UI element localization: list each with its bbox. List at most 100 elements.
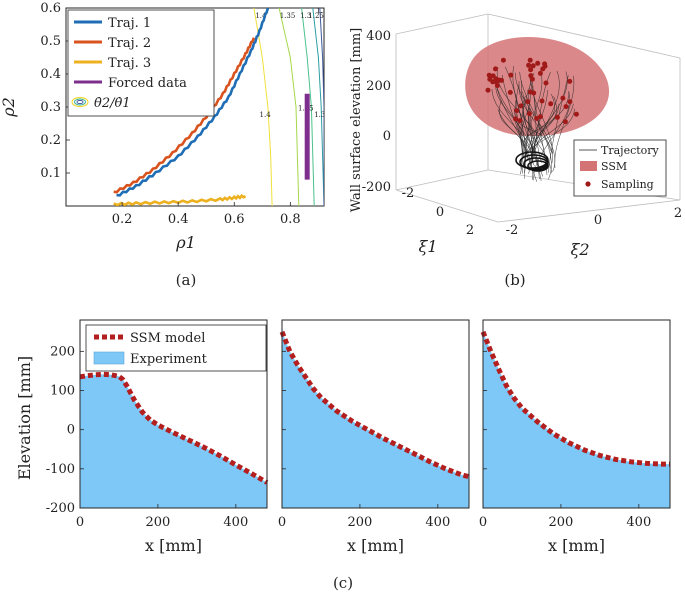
sampling-point xyxy=(500,57,506,63)
trajectory-line xyxy=(548,75,569,173)
panel-c-legend: SSM model Experiment xyxy=(85,324,267,372)
legend-label-ssm-model: SSM model xyxy=(130,331,205,346)
x-tick-label: 0 xyxy=(278,515,286,530)
contour-line xyxy=(312,8,324,206)
frequency-ratio-contours: 1.4 1.35 1.31.251.21.41.351.3 xyxy=(253,7,327,206)
sampling-point xyxy=(494,83,500,89)
trajectory-line xyxy=(531,96,557,156)
panel-b-xlabel: ξ1 xyxy=(419,237,438,256)
contour-line xyxy=(319,8,324,206)
panel-a-chart: 1.4 1.35 1.31.251.21.41.351.3 0.2 0.4 0.6 0.8… xyxy=(0,1,327,289)
panel-a-legend: Traj. 1 Traj. 2 Traj. 3 Forced data θ̇2/… xyxy=(67,9,215,117)
x-tick-label: 400 xyxy=(626,515,651,530)
sampling-point xyxy=(543,80,549,86)
legend-swatch-sampling xyxy=(585,181,591,187)
experiment-area xyxy=(282,331,469,508)
trajectory-lines xyxy=(491,66,575,182)
ssm-model-line xyxy=(79,371,269,485)
sampling-point xyxy=(548,101,554,107)
experiment-area xyxy=(483,331,670,508)
legend-label-traj-1: Traj. 1 xyxy=(108,16,151,31)
sampling-point xyxy=(525,99,531,105)
contour-line xyxy=(278,8,300,206)
sampling-point xyxy=(537,70,543,76)
x-tick-label: 0.6 xyxy=(224,212,245,227)
xi2-tick-label: -2 xyxy=(506,223,519,238)
series-line-traj-2 xyxy=(113,37,256,194)
z-tick-label: 400 xyxy=(366,29,391,44)
sampling-point xyxy=(563,104,569,110)
x-tick-label: 0.8 xyxy=(280,212,301,227)
panel-a-ylabel: ρ2 xyxy=(0,97,18,118)
trajectory-line xyxy=(495,80,526,155)
trajectory-line xyxy=(501,75,538,182)
sampling-point xyxy=(517,118,523,124)
sampling-point xyxy=(538,114,543,120)
sampling-point xyxy=(539,98,545,104)
sampling-point xyxy=(528,73,534,79)
panel-c-frame xyxy=(281,319,470,509)
panel-c-chart: 0 200 400 -200 -100 0 100 200 x [mm] 0 200 400 x [mm… xyxy=(15,319,671,592)
panel-a-ticks: 0.2 0.4 0.6 0.8 0.1 0.2 0.3 0.4 0.5 0.6 xyxy=(40,1,300,227)
x-tick-label: 200 xyxy=(146,515,171,530)
sampling-point xyxy=(554,114,560,120)
panel-c-xlabel: x [mm] xyxy=(347,536,404,555)
trajectory-line xyxy=(521,89,548,174)
contour-line xyxy=(253,8,273,206)
panel-c-frame xyxy=(79,319,268,509)
ssm-model-line xyxy=(480,330,670,467)
sampling-point xyxy=(567,78,573,84)
y-tick-label: 0.2 xyxy=(40,133,61,148)
x-tick-label: 0 xyxy=(479,515,487,530)
sampling-point xyxy=(534,116,540,121)
sampling-point xyxy=(527,57,533,63)
trajectory-line xyxy=(532,70,560,164)
sampling-points xyxy=(485,57,579,125)
xi1-tick-label: 0 xyxy=(436,205,444,220)
x-tick-label: 200 xyxy=(549,515,574,530)
sampling-point xyxy=(527,89,533,95)
panel-b-ticks: 400 200 0 -200 -2 0 2 -2 0 2 xyxy=(362,29,682,238)
z-tick-label: -200 xyxy=(362,180,391,195)
sampling-point xyxy=(567,99,573,105)
sampling-point xyxy=(487,76,493,82)
x-tick-label: 0.2 xyxy=(112,212,133,227)
xi2-tick-label: 0 xyxy=(594,213,602,228)
sampling-point xyxy=(493,66,498,72)
panel-c-ylabel: Elevation [mm] xyxy=(15,356,34,480)
y-tick-label: 200 xyxy=(50,344,75,359)
legend-label-trajectory: Trajectory xyxy=(601,144,660,157)
contour-label: 1.25 xyxy=(308,12,324,20)
contour-label: 1.35 xyxy=(280,12,296,20)
elevation-panel-3: 0 200 400 x [mm] xyxy=(479,319,671,555)
trajectory-line xyxy=(528,102,534,174)
trajectory-line xyxy=(531,93,555,151)
sampling-point xyxy=(540,66,546,72)
legend-label-traj-3: Traj. 3 xyxy=(108,56,151,71)
y-tick-label: 0.6 xyxy=(40,1,61,16)
xi1-tick-label: -2 xyxy=(402,186,415,201)
ssm-surface xyxy=(465,36,610,137)
sampling-point xyxy=(542,61,548,67)
sampling-point xyxy=(508,72,514,78)
sampling-point xyxy=(485,87,491,93)
y-tick-label: 0.4 xyxy=(40,67,61,82)
contour-label: 1.4 xyxy=(260,111,272,119)
contour-label: 1.2 xyxy=(316,7,327,15)
trajectory-line xyxy=(521,103,560,156)
legend-label-traj-2: Traj. 2 xyxy=(108,36,151,51)
y-tick-label: -100 xyxy=(46,462,75,477)
sampling-point xyxy=(486,72,492,78)
sampling-point xyxy=(535,60,541,66)
panel-c-frame xyxy=(482,319,671,509)
trajectory-line xyxy=(518,81,553,154)
trajectory-line xyxy=(513,107,551,151)
sampling-point xyxy=(530,63,536,69)
sampling-point xyxy=(495,77,501,83)
series-line-traj-3 xyxy=(113,193,247,206)
legend-label-experiment: Experiment xyxy=(130,352,208,367)
legend-swatch-ssm xyxy=(580,161,597,171)
panel-a-series xyxy=(113,8,310,206)
panel-c-xlabel: x [mm] xyxy=(145,536,202,555)
